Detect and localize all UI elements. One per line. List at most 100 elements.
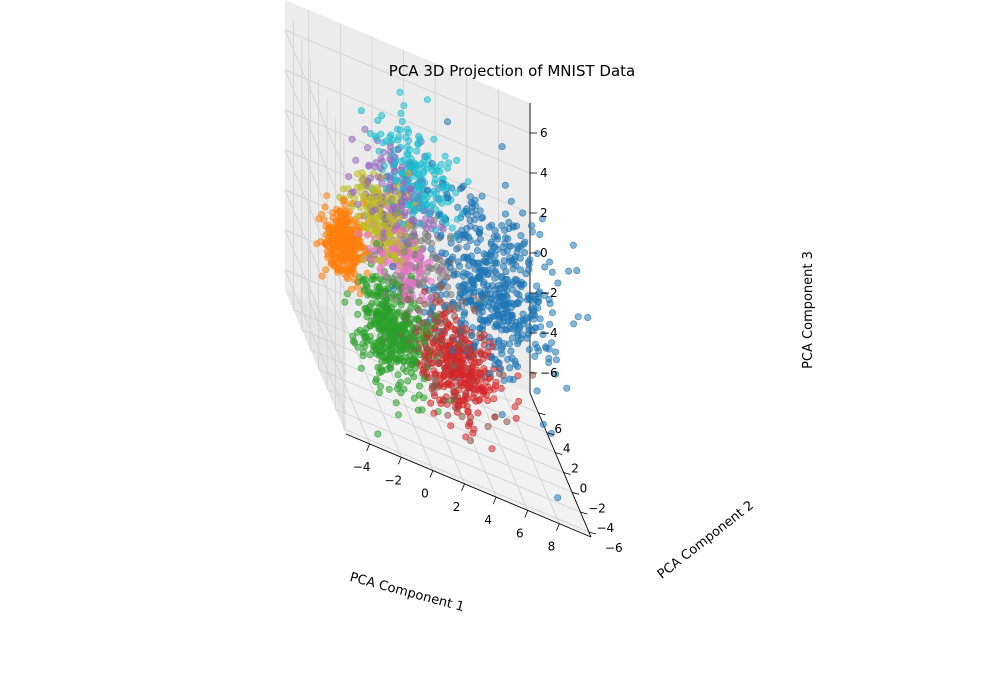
data-point bbox=[374, 363, 382, 371]
data-point bbox=[408, 232, 416, 240]
data-point bbox=[354, 212, 362, 220]
data-point bbox=[482, 378, 490, 386]
data-point bbox=[410, 373, 418, 381]
data-point bbox=[365, 161, 373, 169]
data-point bbox=[460, 231, 468, 239]
data-point bbox=[515, 291, 523, 299]
data-point bbox=[333, 205, 341, 213]
data-point bbox=[465, 262, 473, 270]
data-point bbox=[453, 156, 461, 164]
data-point bbox=[409, 210, 417, 218]
data-point bbox=[400, 385, 408, 393]
z-tick-label: 2 bbox=[540, 206, 548, 220]
data-point bbox=[419, 264, 427, 272]
data-point bbox=[412, 358, 420, 366]
gridline bbox=[326, 388, 573, 493]
data-point bbox=[352, 259, 360, 267]
data-point bbox=[322, 238, 330, 246]
data-point bbox=[443, 190, 451, 198]
data-point bbox=[374, 173, 382, 181]
data-point bbox=[375, 198, 383, 206]
data-point bbox=[428, 322, 436, 330]
data-point bbox=[464, 178, 472, 186]
y-tick-label: 6 bbox=[554, 422, 562, 436]
data-point bbox=[414, 140, 422, 148]
data-point bbox=[333, 229, 341, 237]
data-point bbox=[422, 326, 430, 334]
x-tick bbox=[556, 523, 560, 531]
data-point bbox=[374, 227, 382, 235]
data-point bbox=[378, 112, 386, 120]
data-point bbox=[488, 264, 496, 272]
data-point bbox=[426, 308, 434, 316]
data-point bbox=[385, 385, 393, 393]
y-tick-label: −4 bbox=[596, 521, 614, 535]
data-point bbox=[370, 218, 378, 226]
data-point bbox=[499, 371, 507, 379]
data-point bbox=[519, 310, 527, 318]
data-point bbox=[476, 288, 484, 296]
data-point bbox=[367, 194, 375, 202]
data-point bbox=[423, 194, 431, 202]
data-point bbox=[397, 199, 405, 207]
data-point bbox=[500, 248, 508, 256]
data-point bbox=[345, 173, 353, 181]
z-tick-label: −6 bbox=[540, 366, 558, 380]
data-point bbox=[467, 252, 475, 260]
data-point bbox=[451, 302, 459, 310]
data-point bbox=[521, 238, 529, 246]
data-point bbox=[347, 285, 355, 293]
data-point bbox=[406, 278, 414, 286]
gridline bbox=[284, 69, 347, 215]
data-point bbox=[400, 358, 408, 366]
data-point bbox=[348, 135, 356, 143]
chart-title: PCA 3D Projection of MNIST Data bbox=[389, 62, 635, 80]
x-axis-label: PCA Component 1 bbox=[348, 570, 466, 615]
data-point bbox=[480, 250, 488, 258]
data-point bbox=[388, 194, 396, 202]
data-point bbox=[357, 364, 365, 372]
axis-lines bbox=[345, 103, 592, 538]
data-point bbox=[455, 339, 463, 347]
data-point bbox=[479, 293, 487, 301]
data-point bbox=[357, 107, 365, 115]
data-point bbox=[354, 310, 362, 318]
data-point bbox=[460, 253, 468, 261]
data-point bbox=[412, 263, 420, 271]
data-point bbox=[466, 216, 474, 224]
data-point bbox=[427, 245, 435, 253]
data-point bbox=[349, 188, 357, 196]
data-point bbox=[388, 218, 396, 226]
x-tick bbox=[492, 496, 497, 505]
data-point bbox=[372, 378, 380, 386]
data-point bbox=[404, 377, 412, 385]
data-point bbox=[430, 409, 438, 417]
data-point bbox=[546, 320, 554, 328]
data-point bbox=[486, 369, 494, 377]
data-point bbox=[432, 316, 440, 324]
data-point bbox=[452, 189, 460, 197]
data-point bbox=[377, 343, 385, 351]
data-point bbox=[533, 250, 541, 258]
data-point bbox=[439, 356, 447, 364]
data-point bbox=[433, 167, 441, 175]
data-point bbox=[528, 228, 536, 236]
data-point bbox=[421, 300, 429, 308]
data-point bbox=[415, 170, 423, 178]
data-point bbox=[454, 203, 462, 211]
data-point bbox=[574, 313, 582, 321]
data-point bbox=[393, 309, 401, 317]
data-point bbox=[391, 167, 399, 175]
data-point bbox=[468, 352, 476, 360]
data-point bbox=[382, 185, 390, 193]
data-point bbox=[456, 185, 464, 193]
data-point bbox=[450, 388, 458, 396]
data-point bbox=[341, 298, 349, 306]
z-tick-label: −4 bbox=[540, 326, 558, 340]
x-tick-label: −2 bbox=[384, 473, 402, 487]
y-axis-line bbox=[529, 392, 592, 538]
data-point bbox=[528, 371, 536, 379]
y-tick bbox=[546, 432, 554, 436]
